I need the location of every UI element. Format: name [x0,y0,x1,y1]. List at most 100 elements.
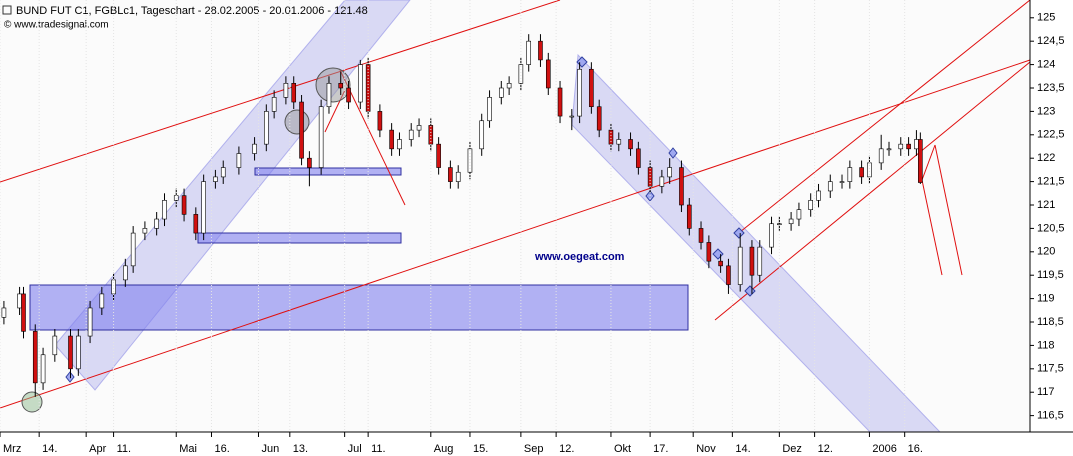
collapse-icon[interactable] [2,5,12,15]
y-tick-label: 118,5 [1037,316,1064,328]
candle-body [545,59,551,89]
y-tick-label: 118 [1037,339,1055,351]
candle-body [679,167,684,206]
candle-body [769,223,774,248]
x-tick-label: 12. [559,443,574,455]
candle-body [436,143,441,168]
candle-body [906,143,911,150]
x-tick-label: 12. [818,443,833,455]
candle-body [839,181,845,183]
x-tick-label: 15. [473,443,488,455]
candle-body [918,139,923,183]
y-tick-label: 117 [1037,386,1055,398]
y-tick-label: 121,5 [1037,176,1065,188]
candle-body [76,335,81,370]
y-tick-label: 125 [1037,12,1055,24]
x-tick-label: Mrz [3,443,21,455]
candle-body [686,204,692,229]
candle-body [577,68,582,117]
candle-body [338,83,344,89]
x-tick-label: Nov [696,443,716,455]
candle-body [264,111,269,145]
candle-body [448,167,453,182]
candle-body [389,129,394,150]
candle-body [616,139,622,145]
candle-body [796,209,802,220]
candle-body [68,335,73,370]
x-tick-label: 17. [653,443,668,455]
candle-body [479,120,485,150]
candle-body [201,181,206,234]
candle-body [914,139,919,150]
candle-body [487,97,492,122]
x-tick-label: Sep [524,443,544,455]
candle-body [40,354,46,384]
x-tick-label: Jul [348,443,362,455]
candle-body [130,232,136,267]
candle-body [757,246,763,276]
y-tick-label: 124 [1037,58,1055,70]
candle-body [749,246,755,276]
candle-body [318,106,324,168]
x-tick-label: 14. [42,443,57,455]
candle-body [538,40,543,61]
y-tick-label: 123,5 [1037,82,1065,94]
candle-body [898,143,904,150]
candle-body [32,331,38,384]
candle-body [236,153,242,168]
x-tick-label: Apr [89,443,106,455]
candle-body [52,335,58,356]
candle-body [358,64,363,103]
candle-body [467,148,473,173]
candle-body [307,157,312,168]
plot-area [0,0,1030,432]
candle-body [788,218,794,225]
candle-body [142,228,148,234]
y-tick-label: 116,5 [1037,410,1064,422]
candle-body [173,195,179,201]
candle-body [816,190,821,201]
y-tick-label: 122 [1037,152,1055,164]
candle-body [193,214,199,234]
y-tick-label: 123 [1037,105,1055,117]
candle-body [455,171,461,182]
candle-body [162,200,167,220]
candle-body [526,40,532,65]
y-tick-label: 121 [1037,199,1055,211]
x-tick-label: 11. [117,443,131,455]
zone-box [254,167,402,176]
candle-body [726,265,731,285]
annotation: www.oegeat.com [534,251,625,263]
x-tick-label: Dez [782,443,802,455]
y-tick-label: 120,5 [1037,222,1065,234]
zone-box [29,284,689,331]
candle-body [827,181,833,192]
x-tick-label: 14. [735,443,750,455]
candle-body [154,218,159,229]
x-tick-label: Okt [614,443,631,455]
candle-body [498,87,504,98]
candle-body [17,293,22,309]
candle-body [636,148,641,168]
candle-body [698,228,704,243]
candle-body [777,223,782,226]
candle-body [181,195,187,215]
candle-body [21,293,26,332]
y-tick-label: 117,5 [1037,363,1064,375]
candle-body [596,106,602,131]
candle-body [557,87,563,117]
candle-body [506,83,512,89]
x-tick-label: Mai [179,443,197,455]
y-tick-label: 119,5 [1037,269,1064,281]
candle-body [346,87,351,103]
candle-body [878,148,884,164]
candle-body [377,111,383,131]
candle-body [847,167,853,182]
y-tick-label: 119 [1037,293,1055,305]
candle-body [271,97,277,112]
x-tick-label: Aug [434,443,454,455]
y-tick-label: 120 [1037,246,1055,258]
x-tick-label: 16. [214,443,229,455]
